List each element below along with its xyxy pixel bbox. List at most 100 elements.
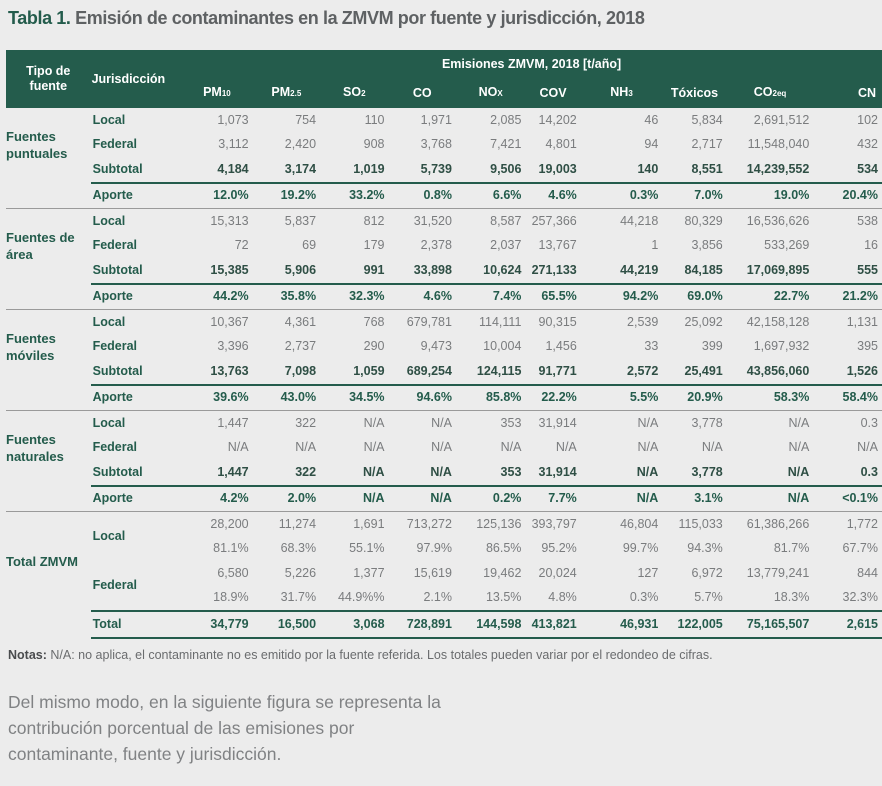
value-cell: 399	[701, 339, 723, 354]
total-cell: 34,779	[181, 610, 253, 639]
total-row: Total 34,779 16,500 3,068 728,891 144,598 413,…	[6, 610, 882, 639]
value-cell: 1,691	[353, 516, 385, 531]
value-cell: 4.6%	[388, 282, 456, 310]
value-cell: N/A	[388, 484, 456, 512]
value-cell: 110	[364, 112, 385, 127]
value-cell: N/A	[555, 440, 577, 455]
table-row: Federal 3,112 2,420 908 3,768 7,421 4,801 94 2,7…	[6, 133, 882, 158]
table-row: Aporte 44.2% 35.8% 32.3% 4.6% 7.4% 65.5% 94.2% 6…	[6, 282, 882, 310]
percent-cell: 31.7%	[280, 590, 317, 605]
value-cell: 7.0%	[662, 181, 727, 209]
jurisdiction-label: Aporte	[90, 181, 182, 209]
value-cell: 5,834	[691, 112, 723, 127]
value-cell: 3,112	[218, 137, 249, 152]
empty-cell	[6, 485, 91, 512]
value-cell: 19.2%	[252, 181, 321, 209]
value-cell: 124,115	[476, 363, 522, 378]
table-row-percent: 18.9% 31.7% 44.9%% 2.1% 13.5% 4.8% 0.3% 5.7% 18.…	[6, 586, 882, 612]
value-cell: 1,019	[353, 161, 385, 176]
value-cell: 46,804	[620, 516, 659, 531]
value-cell: 2,717	[691, 137, 723, 152]
value-cell: 28,200	[210, 516, 249, 531]
value-cell: N/A	[636, 464, 659, 479]
column-subscript: 3	[628, 89, 633, 98]
value-cell: 7,421	[490, 137, 522, 152]
value-cell: 1,447	[217, 464, 249, 479]
page: Tabla 1. Emisión de contaminantes en la …	[6, 8, 882, 764]
value-cell: 7.4%	[455, 282, 526, 310]
jurisdiction-label: Aporte	[90, 383, 182, 411]
value-cell: 44,218	[620, 213, 659, 228]
value-cell: 8,551	[691, 161, 723, 176]
table-row: Subtotal 1,447 322 N/A N/A 353 31,914 N/A 3,778 N…	[6, 460, 882, 486]
value-cell: 5,226	[284, 565, 317, 580]
table-row: Federal N/A N/A N/A N/A N/A N/A N/A N/A N/A N/A	[6, 436, 882, 461]
value-cell: 1,377	[353, 565, 385, 580]
value-cell: 1,772	[846, 516, 878, 531]
value-cell: 42,158,128	[746, 314, 810, 329]
percent-cell: 68.3%	[280, 541, 317, 556]
percent-cell: 94.3%	[687, 541, 723, 556]
jurisdiction-label: Subtotal	[92, 464, 143, 479]
column-name: CO	[412, 85, 432, 100]
value-cell: N/A	[637, 440, 659, 455]
total-cell: 16,500	[252, 610, 321, 639]
value-cell: 90,315	[538, 314, 577, 329]
value-cell: 20,024	[538, 565, 577, 580]
value-cell: 2,420	[284, 137, 317, 152]
value-cell: N/A	[363, 415, 385, 430]
value-cell: 257,366	[531, 213, 577, 228]
value-cell: 16,536,626	[746, 213, 810, 228]
emissions-table: Tipo de fuente Jurisdicción Emisiones ZMVM…	[6, 50, 882, 639]
table-row: Aporte 12.0% 19.2% 33.2% 0.8% 6.6% 4.6% 0.3% 7.0…	[6, 181, 882, 209]
table-row: Federal 72 69 179 2,378 2,037 13,767 1 3,856 533,…	[6, 234, 882, 259]
value-cell: 102	[857, 112, 878, 127]
column-header: PM10	[181, 78, 253, 108]
value-cell: 125,136	[476, 516, 522, 531]
value-cell: 25,491	[684, 363, 723, 378]
value-cell: 58.4%	[813, 383, 882, 411]
value-cell: 1,526	[846, 363, 878, 378]
percent-cell: 95.2%	[541, 541, 577, 556]
jurisdiction-label: Federal	[92, 339, 138, 354]
percent-cell: 44.9%%	[337, 590, 385, 605]
table-title: Tabla 1. Emisión de contaminantes en la …	[8, 8, 645, 28]
value-cell: 0.2%	[455, 484, 526, 512]
column-subscript: 2	[361, 89, 366, 98]
column-name: SO	[343, 85, 362, 99]
value-cell: 2.0%	[252, 484, 321, 512]
value-cell: 15,313	[210, 213, 249, 228]
value-cell: 4,361	[284, 314, 317, 329]
value-cell: 3,768	[420, 137, 452, 152]
value-cell: 10,004	[483, 339, 522, 354]
total-cell: 3,068	[320, 610, 389, 639]
total-cell: 413,821	[525, 610, 581, 639]
value-cell: 16	[864, 238, 878, 253]
value-cell: 5,906	[284, 262, 317, 277]
value-cell: 2,085	[490, 112, 522, 127]
total-cell: 728,891	[388, 610, 456, 639]
empty-cell	[6, 283, 91, 310]
value-cell: 908	[363, 137, 385, 152]
value-cell: 432	[857, 137, 878, 152]
value-cell: 8,587	[490, 213, 522, 228]
value-cell: 13,767	[538, 238, 577, 253]
table-row: Federal 3,396 2,737 290 9,473 10,004 1,456 33 39…	[6, 335, 882, 360]
jurisdiction-label: Subtotal	[92, 161, 143, 176]
jurisdiction-label: Local	[92, 314, 126, 329]
value-cell: 1,131	[846, 314, 878, 329]
header-emisiones: Emisiones ZMVM, 2018 [t/año]	[181, 50, 882, 78]
value-cell: 94	[644, 137, 659, 152]
column-subscript: X	[497, 89, 503, 98]
value-cell: N/A	[726, 484, 814, 512]
total-cell: 75,165,507	[726, 610, 814, 639]
value-cell: N/A	[295, 440, 317, 455]
percent-cell: 86.5%	[485, 541, 522, 556]
value-cell: 0.3%	[580, 181, 663, 209]
value-cell: 31,520	[413, 213, 452, 228]
column-name: CO	[753, 85, 773, 99]
value-cell: 20.4%	[813, 181, 882, 209]
value-cell: 1,073	[217, 112, 249, 127]
value-cell: 5,739	[420, 161, 452, 176]
value-cell: 58.3%	[726, 383, 814, 411]
